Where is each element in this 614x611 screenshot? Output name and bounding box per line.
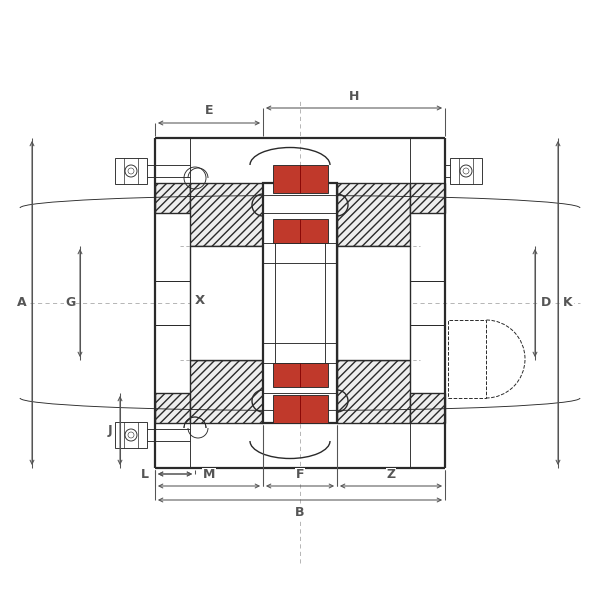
Bar — [337, 246, 410, 360]
Bar — [155, 183, 190, 213]
Text: A: A — [17, 296, 27, 310]
Bar — [190, 360, 263, 423]
Bar — [190, 246, 263, 360]
Bar — [337, 360, 410, 423]
Bar — [273, 165, 327, 193]
Bar — [450, 158, 482, 184]
Text: J: J — [107, 424, 112, 437]
Text: Z: Z — [386, 469, 395, 481]
Bar — [273, 363, 327, 387]
Text: X: X — [195, 295, 205, 307]
Bar — [448, 320, 486, 398]
Circle shape — [128, 432, 134, 438]
Bar — [155, 393, 190, 423]
Circle shape — [460, 165, 472, 177]
Text: D: D — [541, 296, 551, 310]
Text: H: H — [349, 89, 359, 103]
Circle shape — [125, 429, 137, 441]
Bar — [337, 183, 410, 246]
Circle shape — [125, 165, 137, 177]
Bar — [115, 158, 147, 184]
Text: L: L — [141, 467, 149, 480]
Text: K: K — [563, 296, 573, 310]
Text: G: G — [65, 296, 75, 310]
Text: E: E — [204, 104, 213, 117]
Bar — [410, 393, 445, 423]
Text: M: M — [203, 469, 215, 481]
Bar — [115, 422, 147, 448]
Circle shape — [128, 168, 134, 174]
Text: F: F — [296, 469, 305, 481]
Bar — [190, 183, 263, 246]
Bar — [263, 183, 337, 423]
Circle shape — [463, 168, 469, 174]
Bar — [273, 395, 327, 423]
Bar — [410, 183, 445, 213]
Text: B: B — [295, 505, 305, 519]
Bar — [273, 219, 327, 243]
